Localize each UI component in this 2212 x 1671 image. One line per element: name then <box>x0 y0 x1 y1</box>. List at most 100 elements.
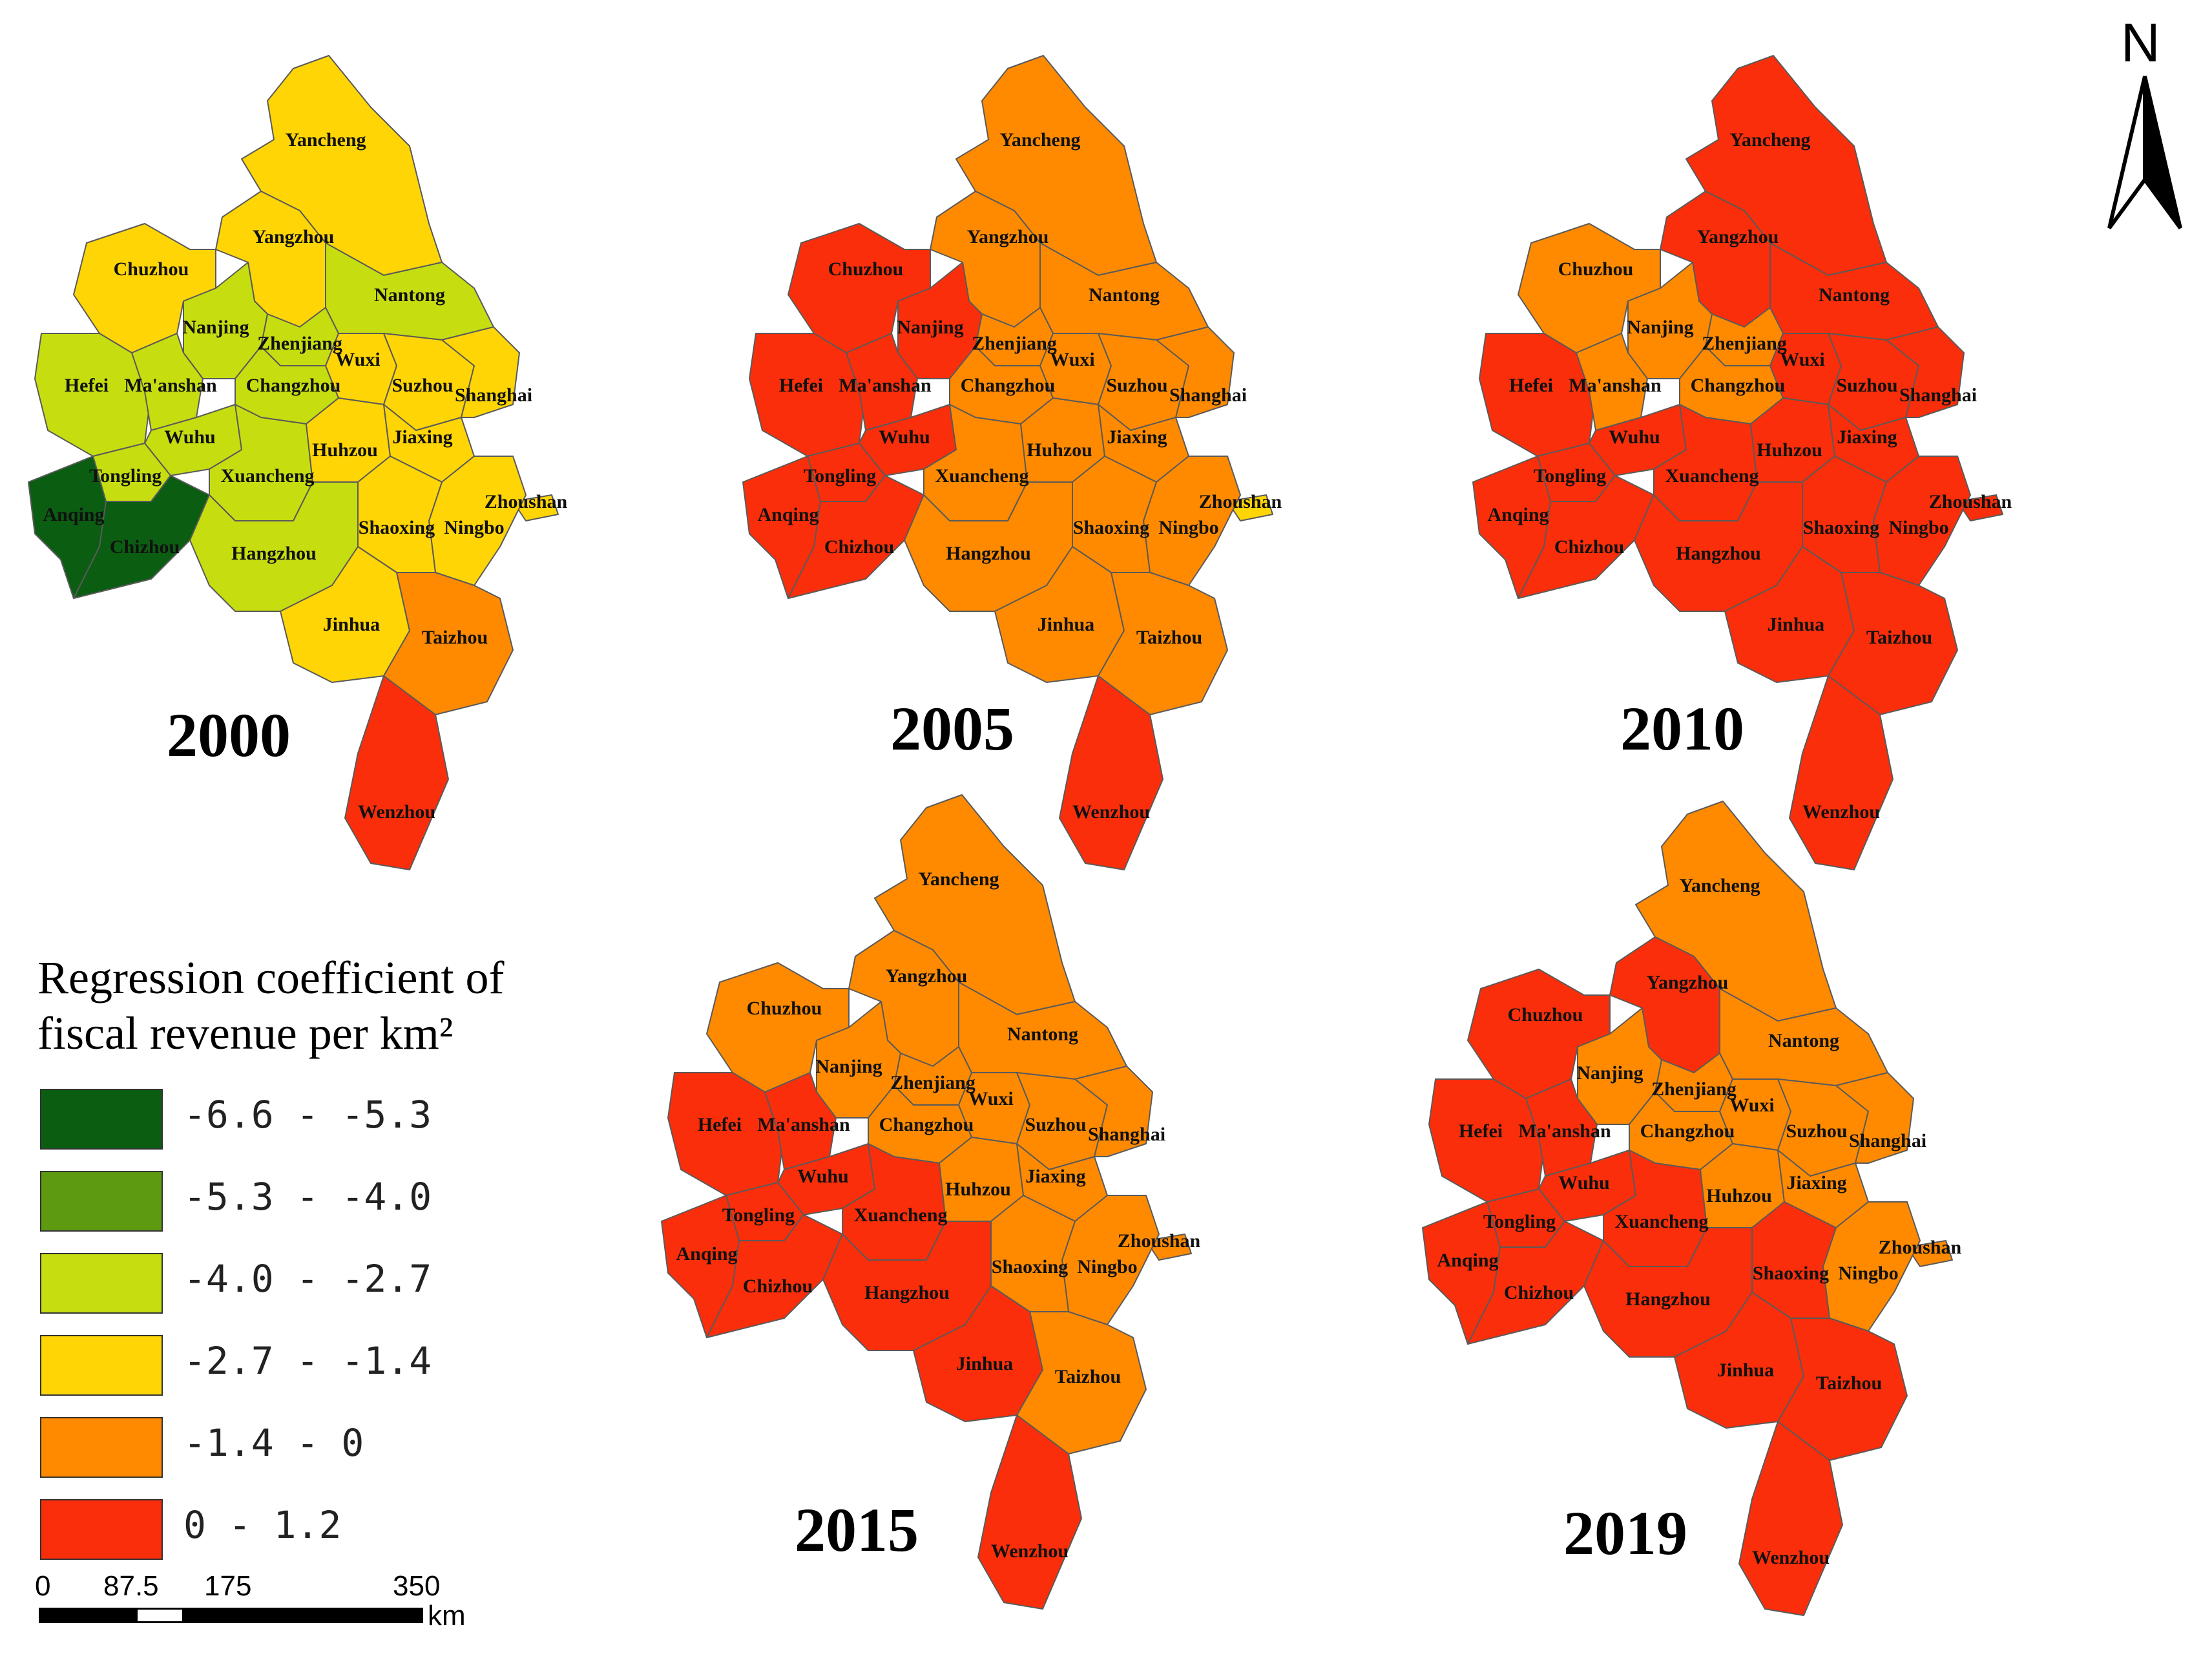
city-label: Chuzhou <box>1558 258 1634 280</box>
city-label: Ningbo <box>1077 1256 1137 1277</box>
city-label: Ma'anshan <box>1518 1120 1611 1142</box>
legend-range-label: 0 - 1.2 <box>183 1503 342 1547</box>
city-label: Chuzhou <box>828 258 904 280</box>
city-label: Nanjing <box>815 1056 882 1077</box>
city-label: Chizhou <box>824 536 894 558</box>
city-label: Wuxi <box>1050 349 1094 370</box>
city-label: Shanghai <box>455 384 532 406</box>
city-label: Hangzhou <box>1676 543 1761 564</box>
city-label: Wuxi <box>1729 1095 1774 1116</box>
city-label: Yancheng <box>918 868 999 890</box>
city-label: Zhenjiang <box>1651 1078 1737 1100</box>
city-label: Wuhu <box>164 426 216 448</box>
map-panel-2005: Yancheng Yangzhou Chuzhou Nantong Zhenjiang N… <box>742 55 1282 870</box>
city-label: Hangzhou <box>231 543 317 564</box>
city-label: Wuxi <box>335 349 380 370</box>
city-label: Changzhou <box>1640 1120 1735 1142</box>
city-label: Ningbo <box>1158 517 1218 538</box>
north-letter: N <box>2121 12 2160 73</box>
city-label: Zhenjiang <box>890 1072 976 1093</box>
region-maanshan <box>131 333 203 431</box>
year-label: 2000 <box>167 700 291 770</box>
city-label: Chuzhou <box>1508 1004 1583 1025</box>
region-maanshan <box>1576 333 1648 431</box>
map-panel-2010: Yancheng Yangzhou Chuzhou Nantong Zhenjiang N… <box>1472 55 2012 870</box>
region-maanshan <box>846 333 918 431</box>
region-wenzhou <box>977 1414 1082 1610</box>
city-label: Wenzhou <box>358 801 435 823</box>
region-maanshan <box>1525 1078 1598 1177</box>
map-panel-2015: Yancheng Yangzhou Chuzhou Nantong Zhenjiang N… <box>661 794 1201 1610</box>
legend-range-label: -5.3 - -4.0 <box>183 1175 432 1219</box>
city-label: Zhoushan <box>485 491 568 512</box>
scale-tick-3: 350 <box>393 1570 441 1602</box>
city-label: Suzhou <box>1836 375 1897 396</box>
city-label: Yangzhou <box>886 965 968 987</box>
city-label: Huhzou <box>1757 439 1822 461</box>
legend-range-label: -2.7 - -1.4 <box>183 1339 432 1383</box>
city-label: Xuancheng <box>935 465 1028 487</box>
legend-item: -5.3 - -4.0 <box>40 1171 492 1233</box>
city-label: Jiaxing <box>1837 426 1897 448</box>
city-label: Hefei <box>779 375 823 396</box>
city-label: Changzhou <box>246 375 341 396</box>
city-label: Zhoushan <box>1118 1230 1201 1252</box>
city-label: Nantong <box>1819 284 1890 306</box>
scale-segment-2 <box>136 1608 184 1623</box>
year-label: 2005 <box>890 694 1014 763</box>
city-label: Huhzou <box>945 1179 1011 1200</box>
city-label: Wuhu <box>1558 1172 1610 1193</box>
city-label: Yangzhou <box>1647 972 1729 993</box>
city-label: Anqing <box>1437 1250 1498 1271</box>
city-label: Nanjing <box>182 317 249 338</box>
scale-segment-4 <box>233 1608 423 1623</box>
region-taizhou <box>1828 572 1958 715</box>
region-shanghai <box>1074 1066 1153 1157</box>
city-label: Chizhou <box>1504 1282 1574 1303</box>
city-label: Shanghai <box>1899 384 1977 406</box>
city-label: Ma'anshan <box>757 1114 850 1135</box>
city-label: Changzhou <box>879 1114 974 1135</box>
scale-bar: 0 87.5 175 350 km <box>35 1570 466 1641</box>
legend-range-label: -4.0 - -2.7 <box>183 1257 432 1301</box>
region-zhoushan <box>1227 494 1273 521</box>
city-label: Yancheng <box>1679 875 1760 896</box>
city-label: Zhenjiang <box>972 333 1057 354</box>
north-arrow-icon <box>2107 76 2182 229</box>
city-label: Nanjing <box>1627 317 1693 338</box>
city-label: Shaoxing <box>1803 517 1879 538</box>
city-label: Zhenjiang <box>257 333 342 354</box>
region-taizhou <box>1016 1311 1147 1455</box>
city-label: Huhzou <box>1706 1185 1772 1206</box>
city-label: Hefei <box>1459 1120 1503 1142</box>
region-shanghai <box>1886 326 1965 418</box>
city-label: Jiaxing <box>392 426 452 448</box>
region-taizhou <box>1098 572 1228 715</box>
map-panel-2000: Yancheng Yangzhou Chuzhou Nantong Zhenjiang N… <box>28 55 568 870</box>
legend-title-line2: fiscal revenue per km² <box>37 1007 454 1059</box>
region-taizhou <box>1777 1318 1908 1461</box>
city-label: Hangzhou <box>864 1282 950 1303</box>
legend-swatch <box>40 1417 163 1478</box>
city-label: Shanghai <box>1849 1130 1926 1151</box>
region-taizhou <box>383 572 514 715</box>
city-label: Zhenjiang <box>1702 333 1787 354</box>
city-label: Wenzhou <box>1072 801 1150 823</box>
city-label: Xuancheng <box>220 465 314 487</box>
city-label: Shanghai <box>1088 1124 1165 1145</box>
city-label: Nanjing <box>1576 1062 1643 1084</box>
city-label: Tongling <box>1483 1211 1556 1232</box>
city-label: Shaoxing <box>1073 517 1149 538</box>
city-label: Taizhou <box>1136 627 1202 648</box>
city-label: Jinhua <box>1768 614 1824 635</box>
city-label: Yancheng <box>999 129 1080 151</box>
city-label: Suzhou <box>391 375 453 396</box>
legend-range-label: -6.6 - -5.3 <box>183 1093 432 1137</box>
city-label: Nantong <box>1089 284 1160 306</box>
legend-item: -1.4 - 0 <box>40 1417 492 1479</box>
city-label: Tongling <box>722 1204 795 1226</box>
scale-tick-2: 175 <box>204 1570 252 1602</box>
city-label: Chizhou <box>743 1276 813 1297</box>
city-label: Tongling <box>804 465 876 487</box>
city-label: Ningbo <box>1838 1263 1898 1284</box>
